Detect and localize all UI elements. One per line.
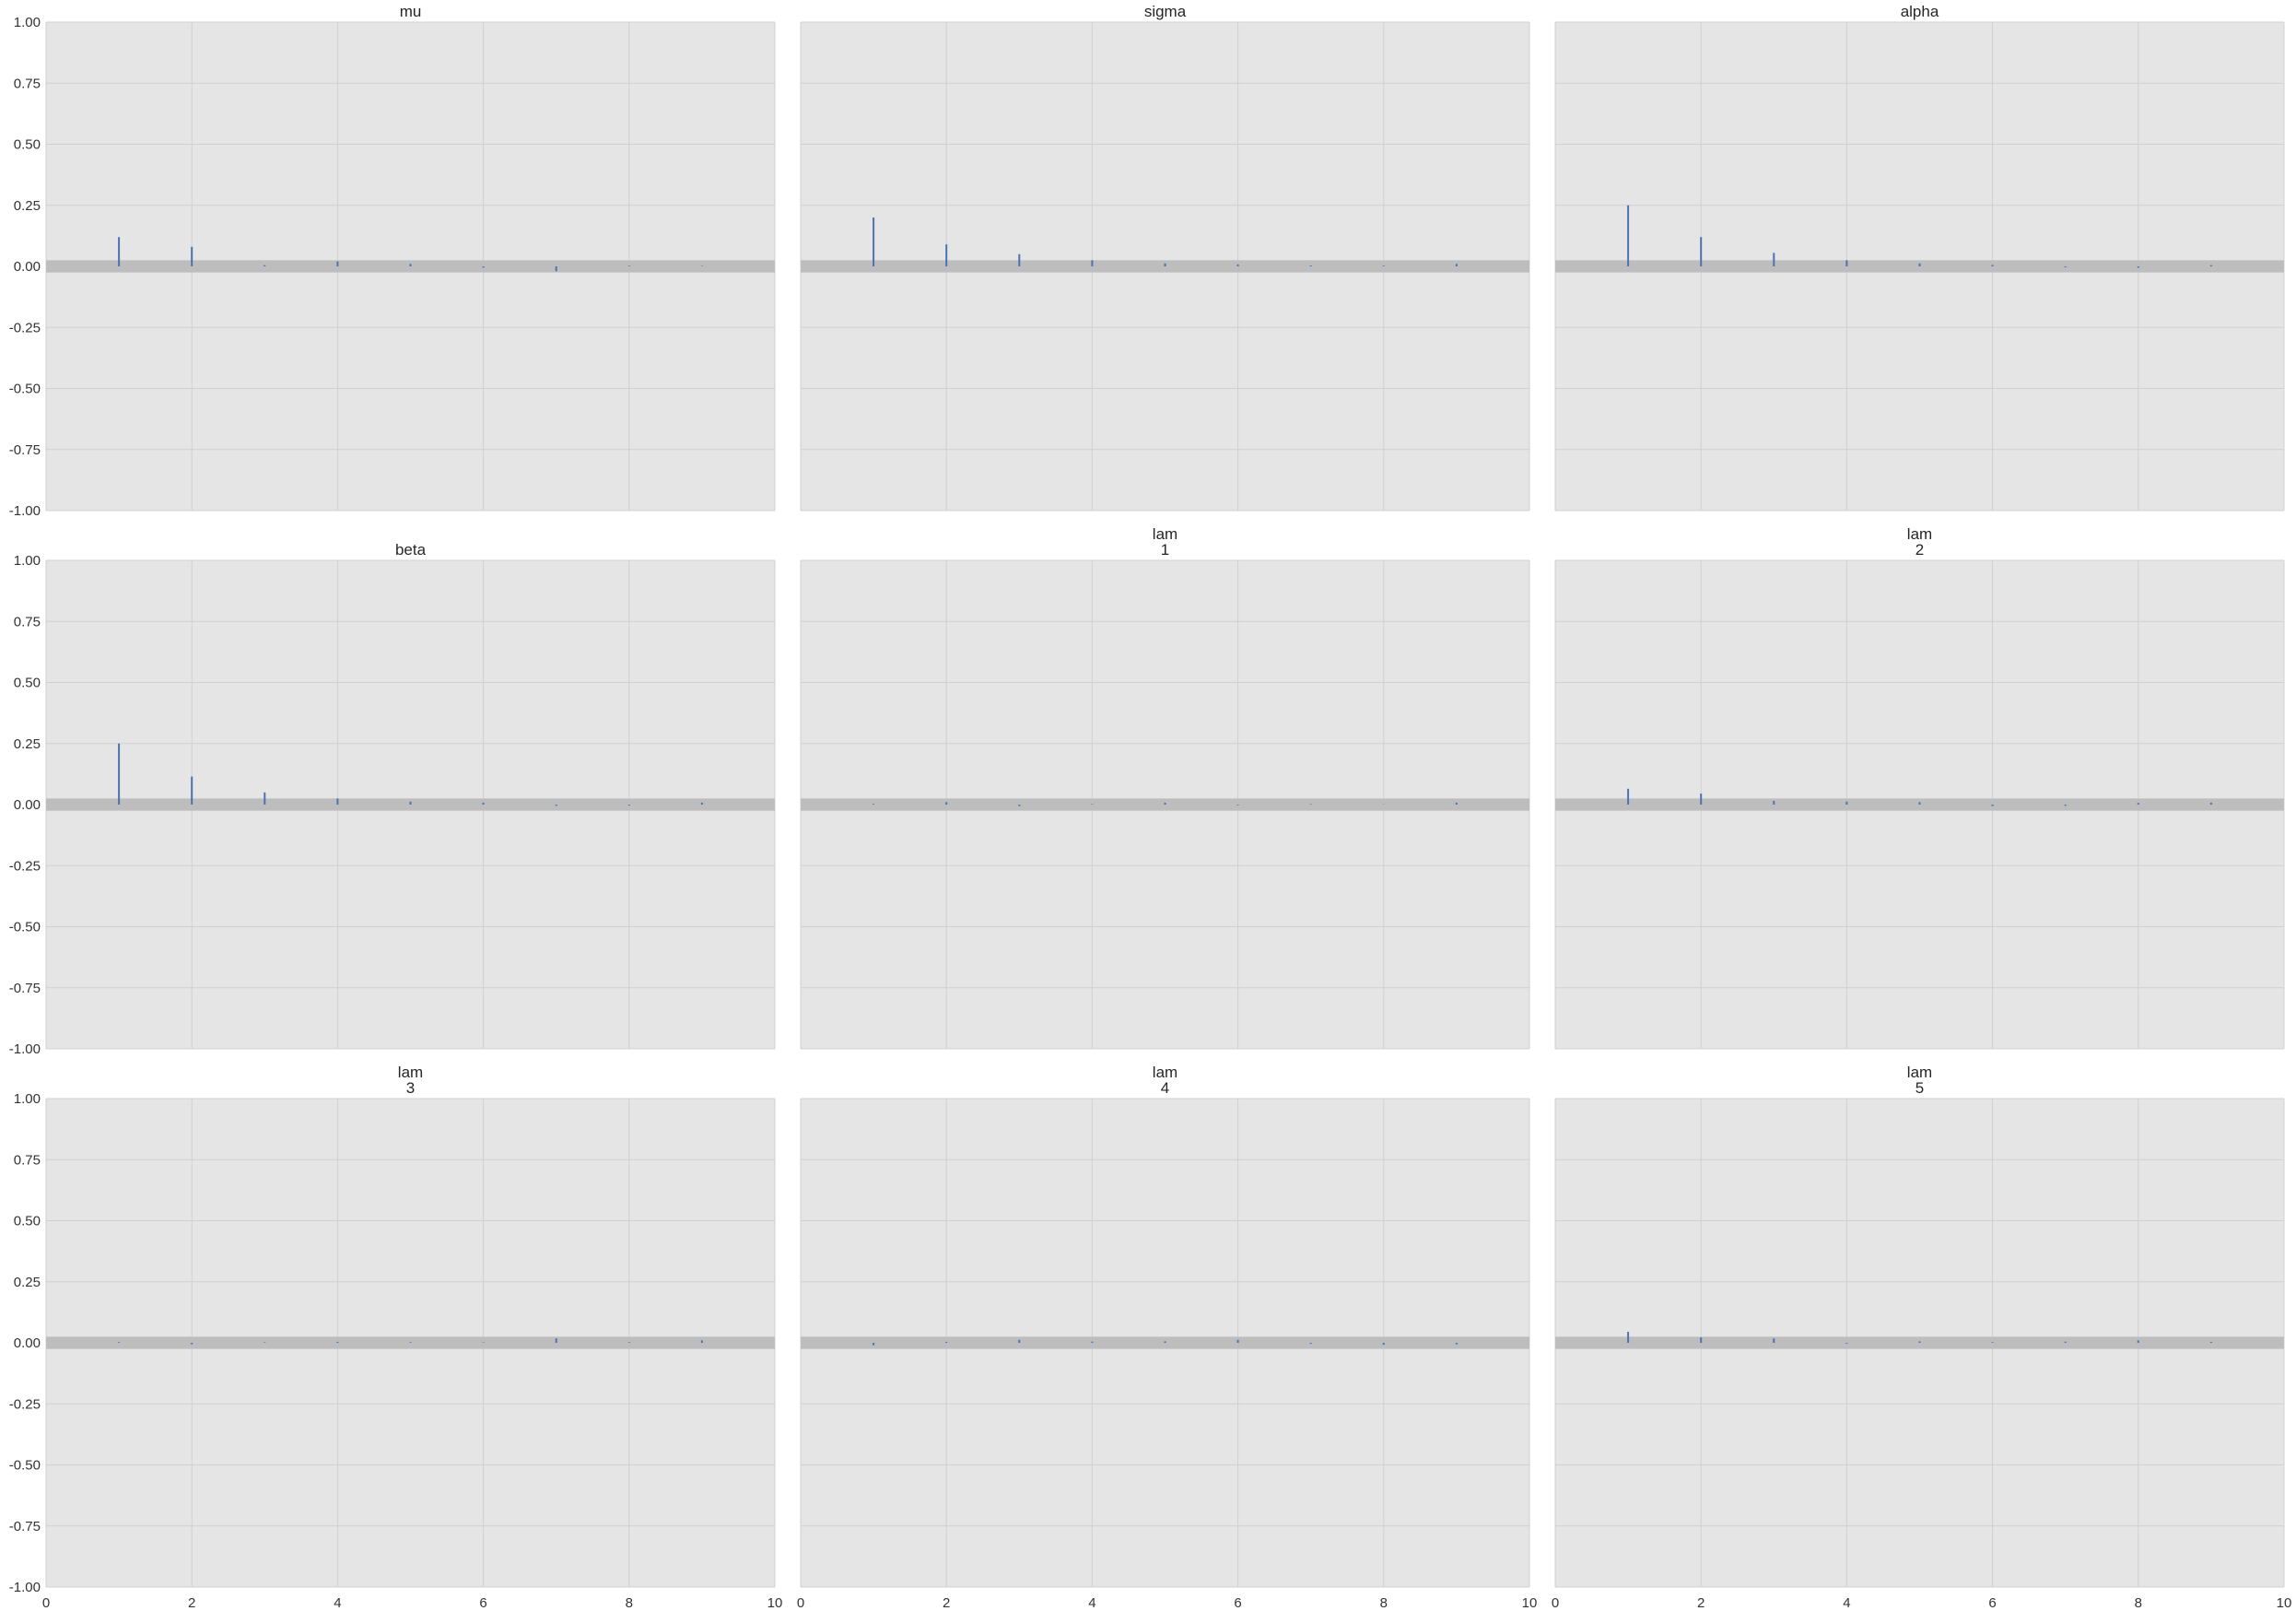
x-tick-label: 0 xyxy=(1552,1595,1559,1611)
panel-title: 4 xyxy=(1161,1079,1169,1097)
y-tick-label: 0.25 xyxy=(14,1275,41,1290)
y-tick-label: -0.25 xyxy=(9,320,41,335)
autocorrelation-panel: mu -1.00 -0.75 -0.50 -0.25 0.00 0.25 0.50 0.75 1.… xyxy=(9,3,776,519)
y-tick-label: 0.25 xyxy=(14,198,41,214)
panel-title: mu xyxy=(400,3,422,20)
panel-title: alpha xyxy=(1901,3,1939,20)
x-tick-label: 8 xyxy=(2135,1595,2142,1611)
y-tick-label: 1.00 xyxy=(14,15,41,30)
x-tick-label: 6 xyxy=(1988,1595,1996,1611)
y-tick-label: 1.00 xyxy=(14,553,41,569)
x-tick-label: 4 xyxy=(334,1595,341,1611)
panel-title: beta xyxy=(395,541,427,559)
y-tick-label: -1.00 xyxy=(9,503,41,519)
autocorrelation-panel: alpha xyxy=(1554,3,2285,512)
y-tick-label: 0.00 xyxy=(14,259,41,275)
x-tick-label: 4 xyxy=(1843,1595,1850,1611)
panel-title: 3 xyxy=(406,1079,415,1097)
x-tick-label: 10 xyxy=(1522,1595,1538,1611)
autocorrelation-panel: sigma xyxy=(800,3,1530,512)
y-tick-label: -0.75 xyxy=(9,1519,41,1535)
y-tick-label: 0.00 xyxy=(14,1335,41,1351)
panel-title: lam xyxy=(1907,525,1932,543)
panel-title: lam xyxy=(1153,1064,1177,1081)
x-tick-label: 8 xyxy=(626,1595,633,1611)
y-tick-label: 0.50 xyxy=(14,676,41,691)
x-tick-label: 0 xyxy=(42,1595,50,1611)
x-tick-label: 2 xyxy=(188,1595,195,1611)
y-tick-label: -0.50 xyxy=(9,1458,41,1474)
y-tick-label: 0.25 xyxy=(14,736,41,752)
panel-title: 5 xyxy=(1915,1079,1924,1097)
x-tick-label: 10 xyxy=(2277,1595,2292,1611)
y-tick-label: 0.75 xyxy=(14,1152,41,1168)
y-tick-label: -0.75 xyxy=(9,981,41,996)
x-tick-label: 0 xyxy=(797,1595,804,1611)
y-tick-label: -0.50 xyxy=(9,920,41,935)
panel-title: 2 xyxy=(1915,541,1924,559)
y-tick-label: 1.00 xyxy=(14,1091,41,1107)
y-tick-label: 0.00 xyxy=(14,797,41,813)
y-tick-label: -0.25 xyxy=(9,1396,41,1412)
y-tick-label: -0.50 xyxy=(9,382,41,397)
panel-title: sigma xyxy=(1144,3,1187,20)
y-tick-label: -1.00 xyxy=(9,1580,41,1595)
y-tick-label: -0.75 xyxy=(9,442,41,458)
x-tick-label: 6 xyxy=(1234,1595,1241,1611)
panel-title: 1 xyxy=(1161,541,1169,559)
x-tick-label: 2 xyxy=(1697,1595,1704,1611)
autocorrelation-panel: beta -1.00 -0.75 -0.50 -0.25 0.00 0.25 0.50 0.75… xyxy=(9,541,776,1057)
x-tick-label: 8 xyxy=(1380,1595,1388,1611)
y-tick-label: 0.50 xyxy=(14,137,41,153)
panel-title: lam xyxy=(1907,1064,1932,1081)
y-tick-label: 0.50 xyxy=(14,1214,41,1229)
x-tick-label: 4 xyxy=(1088,1595,1095,1611)
panel-title: lam xyxy=(1153,525,1177,543)
y-tick-label: -0.25 xyxy=(9,858,41,874)
x-tick-label: 2 xyxy=(943,1595,950,1611)
y-tick-label: 0.75 xyxy=(14,76,41,91)
y-tick-label: -1.00 xyxy=(9,1041,41,1057)
x-tick-label: 10 xyxy=(767,1595,783,1611)
x-tick-label: 6 xyxy=(479,1595,486,1611)
panel-title: lam xyxy=(398,1064,423,1081)
y-tick-label: 0.75 xyxy=(14,614,41,629)
